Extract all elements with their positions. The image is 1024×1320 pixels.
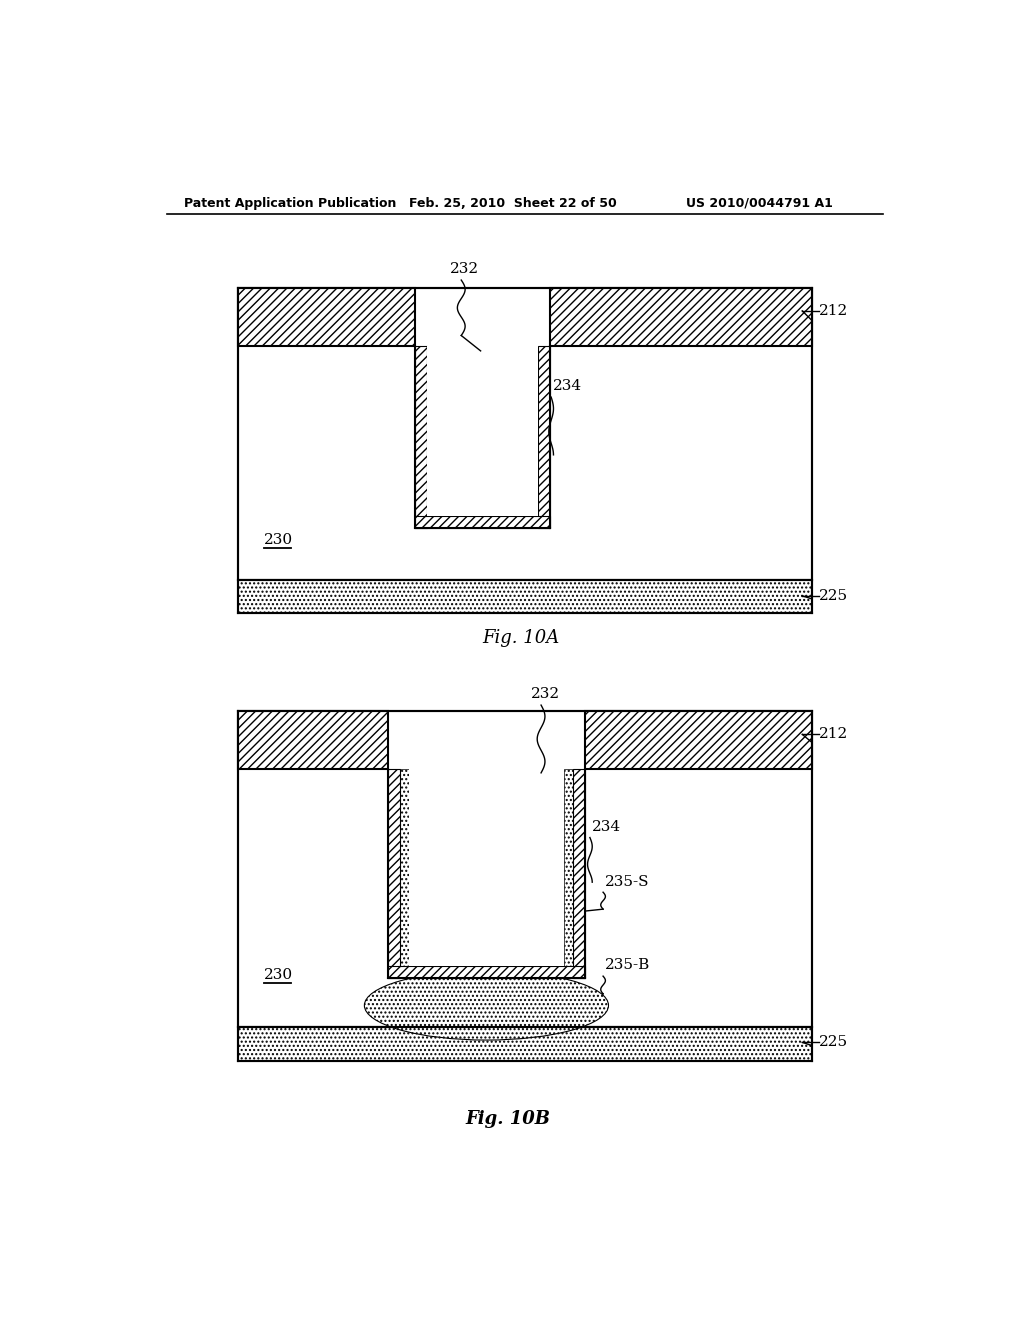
- Bar: [388, 966, 586, 978]
- Text: 235-S: 235-S: [604, 875, 649, 890]
- Bar: [586, 711, 812, 770]
- Bar: [238, 711, 388, 770]
- Text: 212: 212: [819, 727, 849, 742]
- Text: US 2010/0044791 A1: US 2010/0044791 A1: [686, 197, 833, 210]
- Bar: [427, 346, 538, 516]
- Bar: [415, 346, 550, 528]
- Bar: [238, 711, 812, 1027]
- Text: Patent Application Publication: Patent Application Publication: [183, 197, 396, 210]
- Text: 212: 212: [819, 304, 849, 318]
- Bar: [410, 912, 563, 958]
- Bar: [238, 581, 812, 612]
- Bar: [538, 346, 550, 528]
- Bar: [238, 288, 415, 346]
- Bar: [415, 346, 427, 528]
- Bar: [415, 516, 550, 528]
- Text: 230: 230: [263, 968, 293, 982]
- Bar: [550, 288, 812, 346]
- Text: 232: 232: [450, 261, 479, 276]
- Text: Feb. 25, 2010  Sheet 22 of 50: Feb. 25, 2010 Sheet 22 of 50: [409, 197, 616, 210]
- Text: 232: 232: [531, 686, 560, 701]
- Bar: [388, 770, 410, 978]
- Bar: [388, 770, 400, 978]
- Text: Fig. 10B: Fig. 10B: [465, 1110, 550, 1129]
- Text: 234: 234: [592, 820, 621, 834]
- Bar: [410, 770, 563, 966]
- Text: 234: 234: [553, 379, 582, 392]
- Text: Fig. 10A: Fig. 10A: [482, 630, 559, 647]
- Text: 225: 225: [819, 589, 849, 603]
- Bar: [238, 1027, 812, 1061]
- Text: 225: 225: [819, 1035, 849, 1049]
- Text: 235-B: 235-B: [604, 958, 650, 973]
- Bar: [388, 770, 586, 978]
- Bar: [572, 770, 586, 978]
- Bar: [238, 288, 812, 581]
- Ellipse shape: [365, 970, 608, 1040]
- Bar: [563, 770, 586, 978]
- Text: 230: 230: [263, 532, 293, 546]
